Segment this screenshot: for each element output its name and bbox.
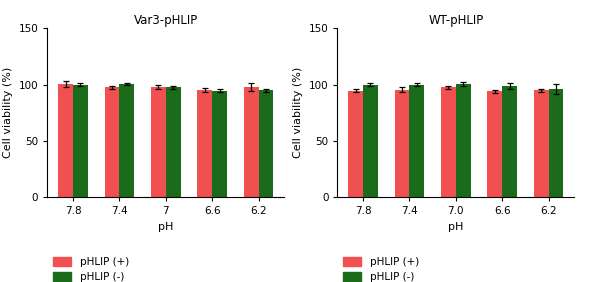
Bar <box>73 85 88 197</box>
Bar <box>151 87 166 197</box>
Bar <box>363 85 378 197</box>
Bar <box>244 87 259 197</box>
Bar <box>534 90 549 197</box>
Bar <box>105 87 120 197</box>
Bar <box>120 84 134 197</box>
Bar <box>166 87 181 197</box>
X-axis label: pH: pH <box>448 222 464 232</box>
Title: WT-pHLIP: WT-pHLIP <box>428 14 484 27</box>
Bar <box>502 86 517 197</box>
Y-axis label: Cell viability (%): Cell viability (%) <box>293 67 303 158</box>
Y-axis label: Cell viability (%): Cell viability (%) <box>3 67 13 158</box>
Legend: pHLIP (+), pHLIP (-): pHLIP (+), pHLIP (-) <box>343 257 419 282</box>
Bar <box>441 87 456 197</box>
Bar <box>212 91 227 197</box>
X-axis label: pH: pH <box>158 222 173 232</box>
Bar <box>395 90 410 197</box>
Bar <box>410 85 424 197</box>
Legend: pHLIP (+), pHLIP (-): pHLIP (+), pHLIP (-) <box>53 257 129 282</box>
Bar <box>456 84 471 197</box>
Bar <box>487 91 502 197</box>
Bar <box>259 90 274 197</box>
Bar <box>348 91 363 197</box>
Bar <box>58 84 73 197</box>
Title: Var3-pHLIP: Var3-pHLIP <box>134 14 198 27</box>
Bar <box>549 89 564 197</box>
Bar <box>197 90 212 197</box>
